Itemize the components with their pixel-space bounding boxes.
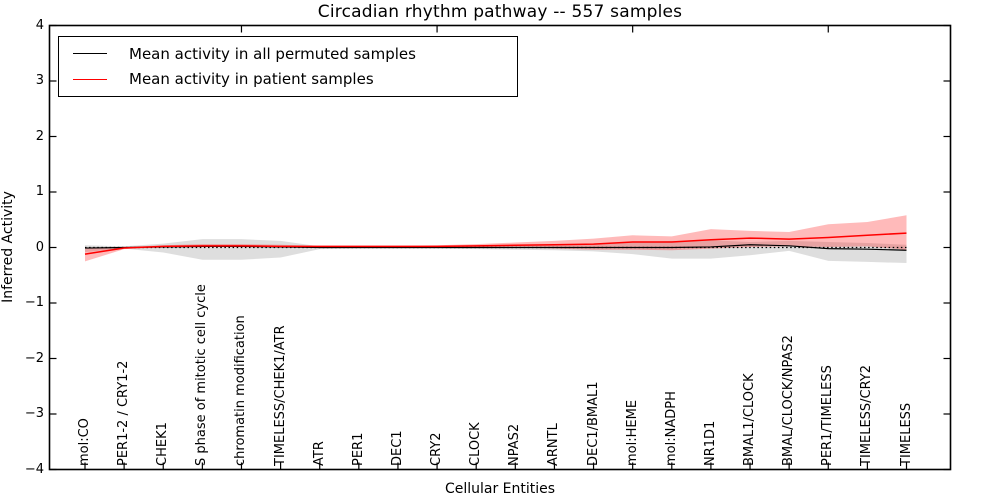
x-tick-label: mol:CO: [77, 418, 92, 466]
x-tick-label: TIMELESS: [898, 402, 914, 466]
x-tick-label: mol:HEME: [624, 399, 640, 466]
x-tick-label: NPAS2: [507, 423, 523, 466]
x-tick-label: CLOCK: [468, 422, 484, 466]
x-tick-label: TIMELESS/CRY2: [859, 364, 875, 466]
x-tick-label: mol:NADPH: [663, 391, 679, 466]
x-tick-label: CHEK1: [155, 422, 171, 466]
x-tick-label: S phase of mitotic cell cycle: [194, 284, 210, 466]
x-tick-label: CRY2: [429, 432, 445, 467]
permuted-line-swatch: [73, 53, 107, 55]
y-tick-label: 1: [35, 184, 44, 199]
x-tick-label: NR1D1: [702, 420, 718, 466]
patient-line-swatch: [73, 78, 107, 80]
x-axis-label: Cellular Entities: [444, 481, 556, 497]
legend-item: Mean activity in all permuted samples: [59, 45, 517, 63]
x-tick-label: ARNTL: [546, 423, 562, 466]
y-tick-label: 2: [35, 128, 44, 144]
y-tick-label: 4: [35, 17, 44, 33]
x-tick-label: DEC1: [389, 430, 405, 466]
x-tick-label: BMAL1/CLOCK: [742, 373, 758, 466]
legend: Mean activity in all permuted samples Me…: [58, 36, 518, 97]
y-tick-label: 0: [35, 239, 44, 255]
patient-mean-line: [84, 232, 907, 255]
x-tick-label: BMAL/CLOCK/NPAS2: [781, 335, 797, 466]
y-tick-label: −4: [24, 461, 44, 477]
x-tick-label: TIMELESS/CHEK1/ATR: [272, 325, 288, 466]
x-tick-label: PER1: [350, 432, 366, 466]
x-tick-label: DEC1/BMAL1: [585, 381, 601, 467]
x-tick-label: chromatin modification: [233, 315, 249, 466]
y-tick-label: −1: [24, 295, 44, 310]
permuted-band: [85, 239, 907, 264]
y-tick-label: −3: [24, 406, 44, 421]
legend-label: Mean activity in patient samples: [129, 70, 374, 89]
legend-item: Mean activity in patient samples: [59, 70, 517, 88]
legend-label: Mean activity in all permuted samples: [129, 44, 416, 63]
y-tick-label: 3: [35, 73, 44, 88]
x-tick-label: PER1/TIMELESS: [820, 365, 836, 466]
chart-title: Circadian rhythm pathway -- 557 samples: [317, 2, 683, 22]
y-tick-label: −2: [24, 350, 44, 366]
x-tick-label: ATR: [311, 441, 327, 466]
x-tick-label: PER1-2 / CRY1-2: [116, 360, 132, 466]
